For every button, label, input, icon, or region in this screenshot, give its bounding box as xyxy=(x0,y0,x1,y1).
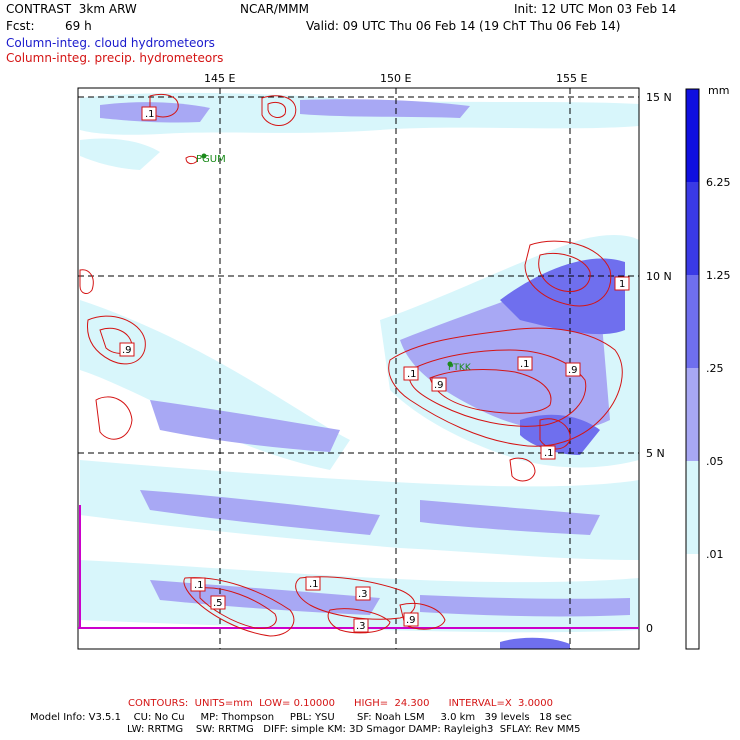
lat-label-0: 0 xyxy=(646,622,653,635)
legend-level: 6.25 xyxy=(706,176,731,189)
contour-label: .9 xyxy=(122,345,132,356)
lat-label-5n: 5 N xyxy=(646,447,665,460)
legend-swatch xyxy=(686,275,699,368)
latitude-labels: 15 N 10 N 5 N 0 xyxy=(646,91,672,635)
contour-label: .1 xyxy=(309,579,319,590)
cloud-shading xyxy=(80,92,639,649)
legend-swatch xyxy=(686,554,699,649)
contour-label: .1 xyxy=(520,359,530,370)
precip-contours xyxy=(79,94,623,637)
model-title: CONTRAST 3km ARW xyxy=(6,2,137,16)
contour-label: .3 xyxy=(358,589,368,600)
lon-label-155e: 155 E xyxy=(556,72,587,85)
lat-label-10n: 10 N xyxy=(646,270,672,283)
legend-level: .25 xyxy=(706,362,724,375)
model-info-line2: LW: RRTMG SW: RRTMG DIFF: simple KM: 3D … xyxy=(127,724,581,735)
legend-swatch xyxy=(686,461,699,554)
station-ptkk-label: PTKK xyxy=(448,363,472,373)
contour-label: .3 xyxy=(356,621,366,632)
station-markers: PGUM PTKK xyxy=(196,153,472,373)
contour-label: .1 xyxy=(407,369,417,380)
legend-swatch xyxy=(686,182,699,275)
forecast-hour: 69 h xyxy=(65,19,92,33)
field-precip-label: Column-integ. precip. hydrometeors xyxy=(6,51,224,65)
contour-label: .1 xyxy=(544,448,554,459)
forecast-label: Fcst: xyxy=(6,19,35,33)
legend-unit: mm xyxy=(708,84,729,97)
legend-level: .05 xyxy=(706,455,724,468)
contour-label: .1 xyxy=(145,109,155,120)
contour-label: .1 xyxy=(194,580,204,591)
field-cloud-label: Column-integ. cloud hydrometeors xyxy=(6,36,215,50)
contour-label: .5 xyxy=(213,598,223,609)
contour-label: .9 xyxy=(434,380,444,391)
lat-label-15n: 15 N xyxy=(646,91,672,104)
init-time: Init: 12 UTC Mon 03 Feb 14 xyxy=(514,2,677,16)
map-frame xyxy=(77,87,640,650)
legend-level: .01 xyxy=(706,548,724,561)
longitude-labels: 145 E 150 E 155 E xyxy=(204,72,587,85)
lon-label-150e: 150 E xyxy=(380,72,411,85)
contours-info: CONTOURS: UNITS=mm LOW= 0.10000 HIGH= 24… xyxy=(128,698,554,709)
station-pgum-marker xyxy=(201,153,207,159)
model-info-line1: Model Info: V3.5.1 CU: No Cu MP: Thompso… xyxy=(30,712,572,723)
valid-time: Valid: 09 UTC Thu 06 Feb 14 (19 ChT Thu … xyxy=(306,19,621,33)
legend-swatch xyxy=(686,89,699,182)
station-ptkk-marker xyxy=(447,361,453,367)
legend-labels: mm 6.25 1.25 .25 .05 .01 xyxy=(706,84,731,561)
center-label: NCAR/MMM xyxy=(240,2,310,16)
contour-label: 1 xyxy=(619,279,625,290)
legend-level: 1.25 xyxy=(706,269,731,282)
contour-label: .9 xyxy=(568,365,578,376)
contour-labels: .1 .9 .1 .9 .1 1 .9 .1 .1 .5 .1 .3 .3 .9 xyxy=(119,106,630,633)
lon-label-145e: 145 E xyxy=(204,72,235,85)
station-pgum-label: PGUM xyxy=(196,154,226,165)
legend-colorbar xyxy=(685,88,700,650)
legend-swatch xyxy=(686,368,699,461)
contour-label: .9 xyxy=(406,615,416,626)
